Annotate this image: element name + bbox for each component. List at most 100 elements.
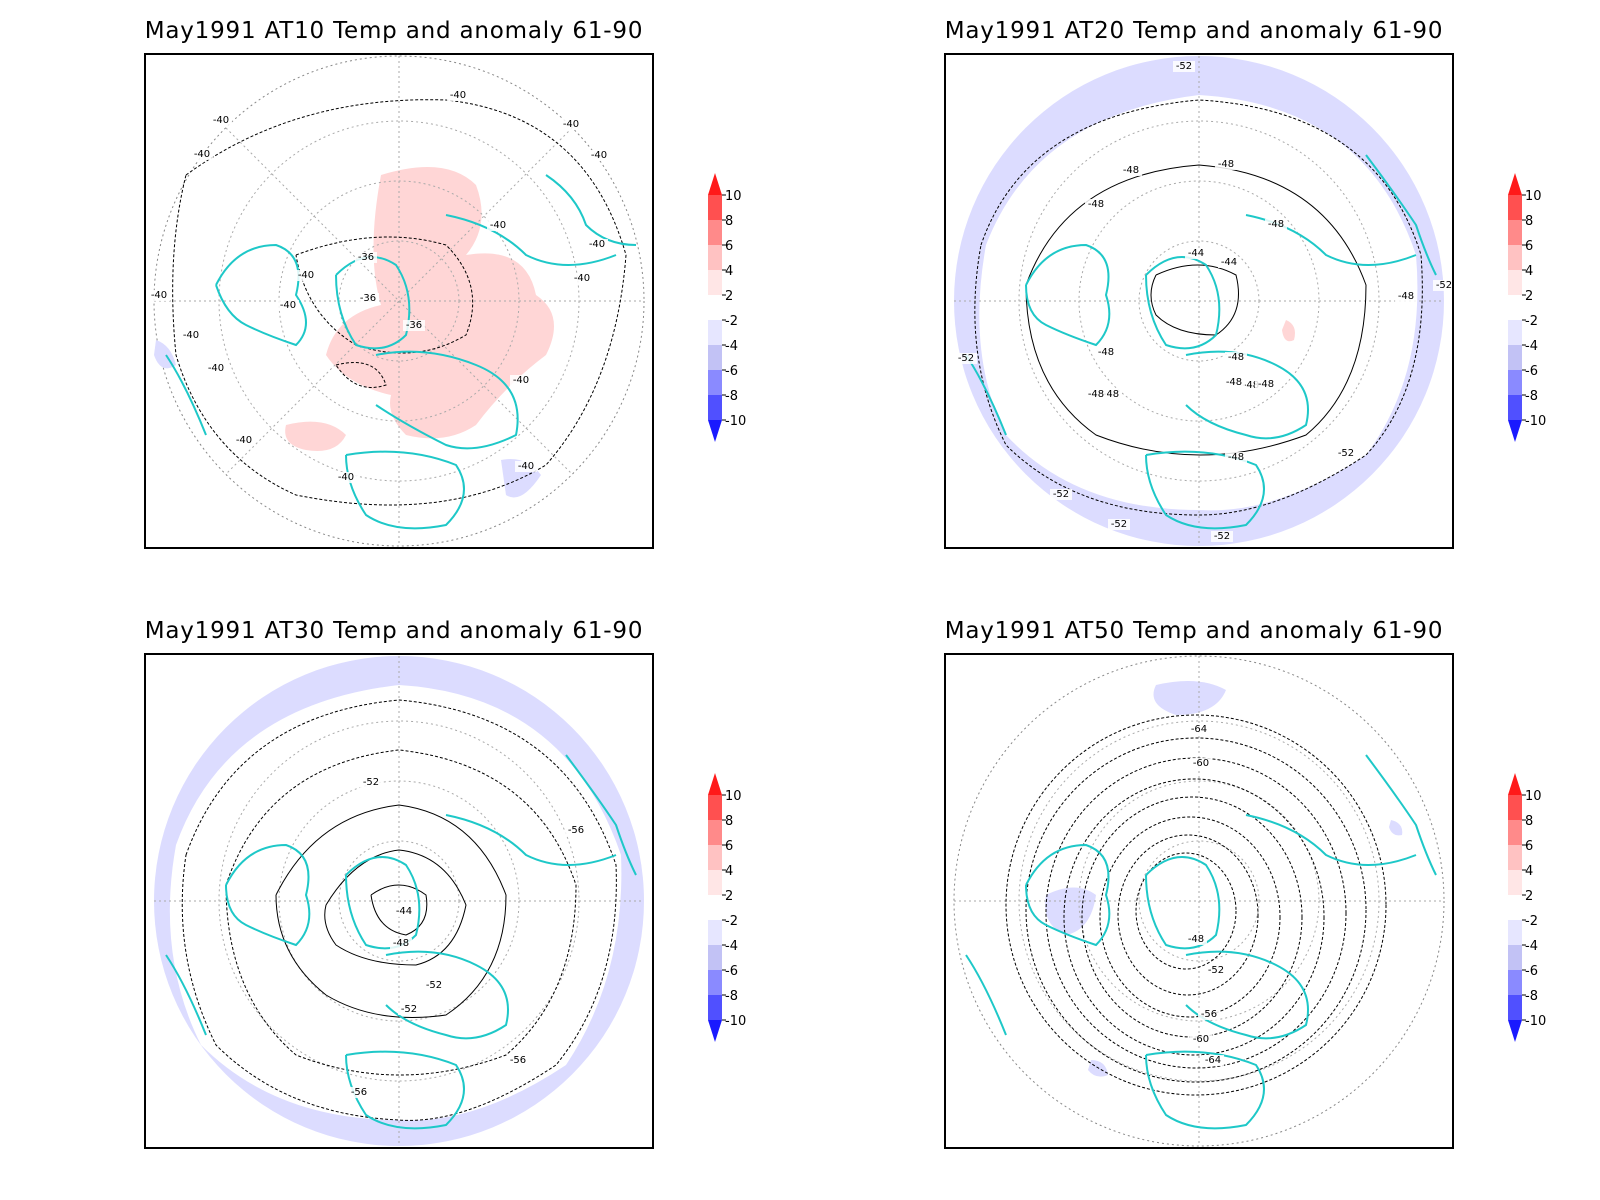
contour-labels: -40 -40 -40 -40 -40 -40 -40 -40 -40 -40 -40 -36 -36 -… (148, 90, 610, 483)
colorbar-segment (1508, 895, 1522, 920)
contour-label: -52 (1053, 489, 1069, 500)
contour-label: -48 (1088, 389, 1104, 400)
contour-label: -40 (589, 239, 605, 250)
colorbar-segment (708, 895, 722, 920)
colorbar-tick-label: 6 (1525, 839, 1533, 854)
colorbar-max-arrow (708, 773, 722, 795)
contour-label-bg (403, 320, 425, 331)
contour-label: -40 (151, 290, 167, 301)
colorbar-tick-label: 8 (1525, 814, 1533, 829)
contour-label: -40 (338, 472, 354, 483)
colorbar-tick-label: 6 (725, 239, 733, 254)
colorbar-tick-label: 4 (725, 864, 733, 879)
contour-label: -56 (568, 825, 584, 836)
contour-label: -60 (1193, 1034, 1209, 1045)
colorbar-segment (1508, 245, 1522, 270)
colorbar-tick-label: -4 (725, 339, 738, 354)
colorbar-segment (708, 295, 722, 320)
contour-label-bg (180, 330, 202, 341)
colorbar-tick-label: -4 (725, 939, 738, 954)
contour-label-bg (588, 150, 610, 161)
contour-label: -40 (513, 375, 529, 386)
contour-label: -40 (213, 115, 229, 126)
contour-label-bg (1433, 280, 1452, 291)
colorbar-tick-label: 10 (1525, 189, 1542, 204)
colorbar-segment (1508, 295, 1522, 320)
contour-label-bg (1205, 965, 1227, 976)
contour-labels: -52 -56 -44 -48 -52 -52 -56 -56 (348, 777, 587, 1098)
warm-anomaly-region (285, 421, 346, 451)
map-panel-at10: May1991 AT10 Temp and anomaly 61-90 (0, 0, 780, 580)
colorbar-segment (1508, 920, 1522, 945)
polar-map: -52 -48 -48 -48 -48 -44 -44 -48 -48 -48 -48 -48 -48-… (944, 53, 1454, 549)
contour-label-bg (1085, 389, 1107, 400)
colorbar-min-arrow (1508, 1020, 1522, 1042)
colorbar-segment (708, 845, 722, 870)
contour-label-bg (295, 270, 317, 281)
contour-label-bg (148, 290, 170, 301)
contour-label: -36 (358, 252, 374, 263)
colorbar-segment (1508, 820, 1522, 845)
contour-label: -48 (1258, 379, 1274, 390)
colorbar-tick-label: -8 (1525, 989, 1538, 1004)
contour-label: -40 (236, 435, 252, 446)
map-panel-at30: May1991 AT30 Temp and anomaly 61-90 (0, 600, 780, 1180)
contour-label: -52 (363, 777, 379, 788)
contour-label: -40 (563, 119, 579, 130)
contour-label: -52 (1214, 531, 1230, 542)
polar-map: -64 -60 -48 -52 -56 -60 -64 (944, 653, 1454, 1149)
contour-label: -52 (958, 353, 974, 364)
cool-anomaly-region (1389, 820, 1403, 836)
contour-label-bg (560, 119, 582, 130)
contour-label: -56 (351, 1087, 367, 1098)
contour-label-bg (447, 90, 469, 101)
colorbar-tick-label: -6 (1525, 964, 1538, 979)
contour-label-bg (393, 906, 415, 917)
contour-label: -44 (1188, 248, 1204, 259)
contour-label-bg (1223, 377, 1245, 388)
contour-label-bg (1395, 291, 1417, 302)
contour-label-bg (390, 938, 412, 949)
colorbar-segment (708, 345, 722, 370)
colorbar-segment (1508, 995, 1522, 1020)
contour-label-bg (1050, 489, 1072, 500)
contour-label-bg (357, 293, 379, 304)
panel-title: May1991 AT50 Temp and anomaly 61-90 (944, 618, 1444, 644)
colorbar-legend: 10 8 6 4 2 -2 -4 -6 -8 -10 (708, 773, 746, 1042)
contour-label: -40 (490, 220, 506, 231)
contour-label-bg (1188, 724, 1210, 735)
contour-label-bg (955, 353, 977, 364)
contour-label: -48 (1123, 165, 1139, 176)
contour-label-bg (571, 273, 593, 284)
colorbar-tick-label: -2 (725, 914, 738, 929)
colorbar-tick-label: 10 (725, 189, 742, 204)
colorbar-tick-label: -4 (1525, 939, 1538, 954)
cool-anomaly-region (1153, 681, 1226, 715)
contour-label: -40 (574, 273, 590, 284)
polar-map: -52 -56 -44 -48 -52 -52 -56 -56 (144, 653, 654, 1149)
panel-title: May1991 AT10 Temp and anomaly 61-90 (144, 18, 644, 44)
colorbar-tick-label: 10 (1525, 789, 1542, 804)
contour-label: -52 (1338, 448, 1354, 459)
colorbar-segment (708, 370, 722, 395)
colorbar-segment (708, 320, 722, 345)
colorbar-tick-label: -10 (725, 1014, 746, 1029)
colorbar-tick-label: -6 (725, 364, 738, 379)
colorbar-tick-label: 8 (725, 814, 733, 829)
contour-label: -52 (401, 1004, 417, 1015)
contour-label-bg (1108, 519, 1130, 530)
colorbar-tick-label: -10 (1525, 414, 1546, 429)
contour-label-bg (191, 149, 213, 160)
contour-label: -52 (1208, 965, 1224, 976)
contour-labels: -64 -60 -48 -52 -56 -60 -64 (1185, 724, 1227, 1066)
contour-label-bg (1198, 1009, 1220, 1020)
contour-label: -40 (208, 363, 224, 374)
contour-label: -48 (1268, 219, 1284, 230)
cool-anomaly-region (1045, 887, 1096, 935)
contour-label: -48 (1188, 934, 1204, 945)
contour-label: -40 (450, 90, 466, 101)
colorbar-segment (708, 995, 722, 1020)
contour-label-bg (1255, 379, 1277, 390)
contour-label: -40 (194, 149, 210, 160)
contour-label: -52 (426, 980, 442, 991)
